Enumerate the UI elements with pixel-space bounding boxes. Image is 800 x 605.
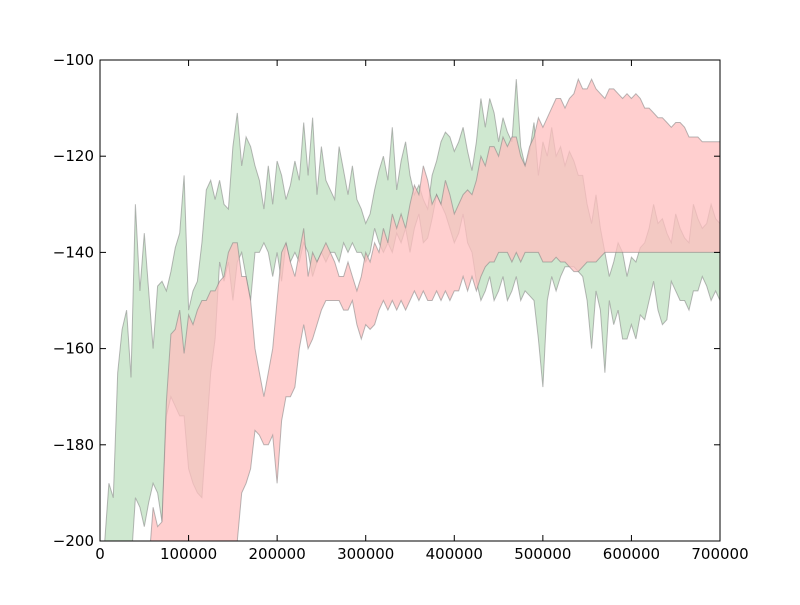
x-tick-label: 0 xyxy=(95,545,105,563)
y-tick-label: −140 xyxy=(53,243,94,261)
axes: 0 100000 200000 300000 400000 500000 600000 700… xyxy=(53,51,749,563)
y-tick-label: −120 xyxy=(53,147,94,165)
x-tick-label: 200000 xyxy=(249,545,306,563)
band-series-1 xyxy=(150,77,720,541)
x-tick-label: 700000 xyxy=(691,545,748,563)
x-tick-label: 300000 xyxy=(337,545,394,563)
plot-frame xyxy=(99,59,721,542)
x-tick-label: 400000 xyxy=(426,545,483,563)
y-tick-label: −100 xyxy=(53,51,94,69)
series-bands xyxy=(104,77,720,541)
y-tick-label: −200 xyxy=(53,532,94,550)
y-tick-label: −160 xyxy=(53,340,94,358)
x-tick-label: 500000 xyxy=(514,545,571,563)
x-tick-label: 100000 xyxy=(160,545,217,563)
x-tick-label: 600000 xyxy=(603,545,660,563)
y-tick-label: −180 xyxy=(53,436,94,454)
